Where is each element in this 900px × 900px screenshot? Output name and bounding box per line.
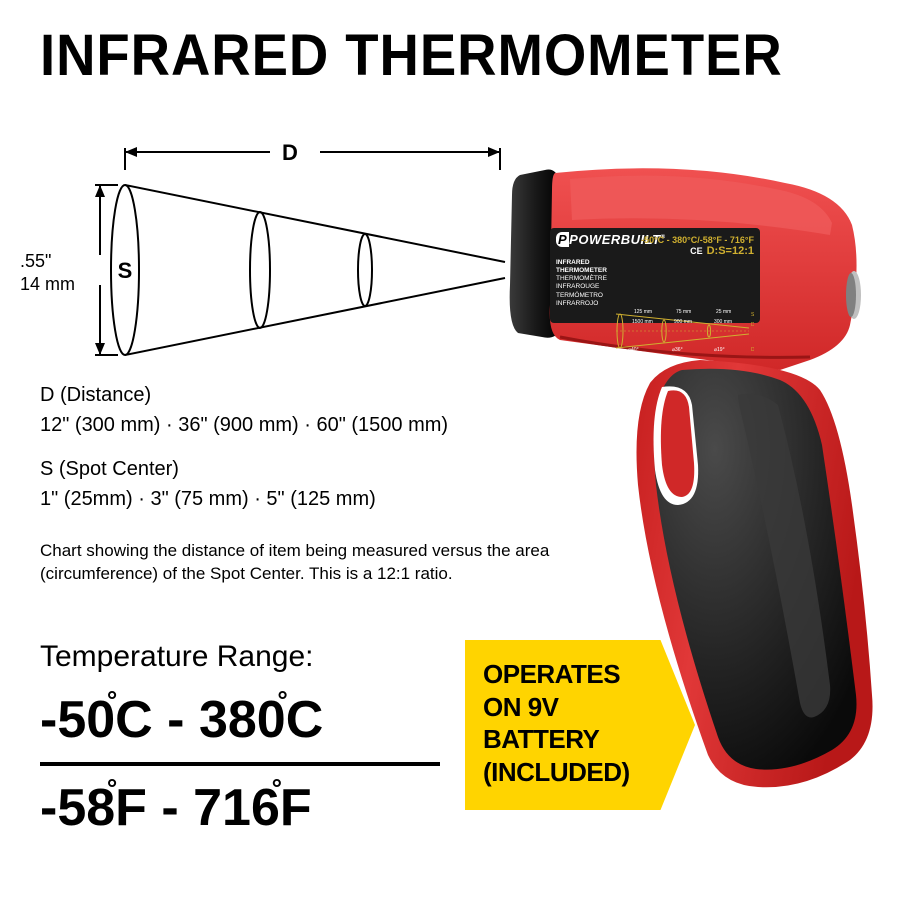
name-3: INFRAROUGE <box>556 283 599 290</box>
svg-text:25 mm: 25 mm <box>716 309 731 315</box>
spot-header: S (Spot Center) <box>40 454 448 484</box>
temp-range-celsius: -50C - 380C <box>40 690 323 750</box>
deg-c-2: C <box>286 691 324 749</box>
distance-header: D (Distance) <box>40 380 448 410</box>
svg-text:900 mm: 900 mm <box>674 319 692 325</box>
device-mini-diagram: 125 mm 75 mm 25 mm 1500 mm 900 mm 300 mm… <box>614 308 754 352</box>
temp-range-fahrenheit: -58F - 716F <box>40 778 312 838</box>
svg-text:1500 mm: 1500 mm <box>632 319 653 325</box>
svg-text:75 mm: 75 mm <box>676 309 691 315</box>
temp-c-low: -50 <box>40 691 115 749</box>
diagram-svg: D S <box>30 130 530 390</box>
caption-text: Chart showing the distance of item being… <box>40 540 580 586</box>
svg-text:⌀36°: ⌀36° <box>672 347 683 352</box>
aperture-mm: 14 mm <box>20 273 75 296</box>
page-title: INFRARED THERMOMETER <box>40 22 783 89</box>
spec-text-block: D (Distance) 12" (300 mm) · 36" (900 mm)… <box>40 380 448 514</box>
svg-text:⌀40°: ⌀40° <box>628 347 639 352</box>
ratio-diagram: D S <box>30 130 530 390</box>
svg-text:D: D <box>751 322 754 328</box>
svg-text:S: S <box>751 312 754 318</box>
name-2: THERMOMÈTRE <box>556 275 607 282</box>
device-label-panel: PPOWERBUILT® -50°C - 380°C/-58°F - 716°F… <box>550 228 760 323</box>
aperture-inches: .55" <box>20 250 75 273</box>
thermometer-device: PPOWERBUILT® -50°C - 380°C/-58°F - 716°F… <box>500 165 880 845</box>
svg-text:300 mm: 300 mm <box>714 319 732 325</box>
svg-text:S: S <box>118 258 133 283</box>
device-part-number: 648564 <box>556 352 754 361</box>
device-names: INFRARED THERMOMETER THERMOMÈTRE INFRARO… <box>556 259 616 308</box>
temp-divider <box>40 762 440 766</box>
temp-f-low: -58 <box>40 779 115 837</box>
distance-values: 12" (300 mm) · 36" (900 mm) · 60" (1500 … <box>40 410 448 440</box>
name-5: INFRARROJO <box>556 300 598 307</box>
temp-f-high: 716 <box>193 779 280 837</box>
svg-text:125 mm: 125 mm <box>634 309 652 315</box>
name-4: TERMÓMETRO <box>556 292 603 299</box>
svg-text:D: D <box>282 140 298 165</box>
svg-text:⌀19°: ⌀19° <box>714 347 725 352</box>
aperture-label: .55" 14 mm <box>20 250 75 297</box>
name-0: INFRARED <box>556 259 616 267</box>
ce-mark: CE <box>690 246 703 256</box>
deg-f-1: F <box>115 779 147 837</box>
spot-values: 1" (25mm) · 3" (75 mm) · 5" (125 mm) <box>40 484 448 514</box>
deg-c-1: C <box>115 691 153 749</box>
temp-c-high: 380 <box>199 691 286 749</box>
deg-f-2: F <box>280 779 312 837</box>
temp-range-label: Temperature Range: <box>40 640 314 674</box>
svg-text:D: D <box>751 347 754 352</box>
